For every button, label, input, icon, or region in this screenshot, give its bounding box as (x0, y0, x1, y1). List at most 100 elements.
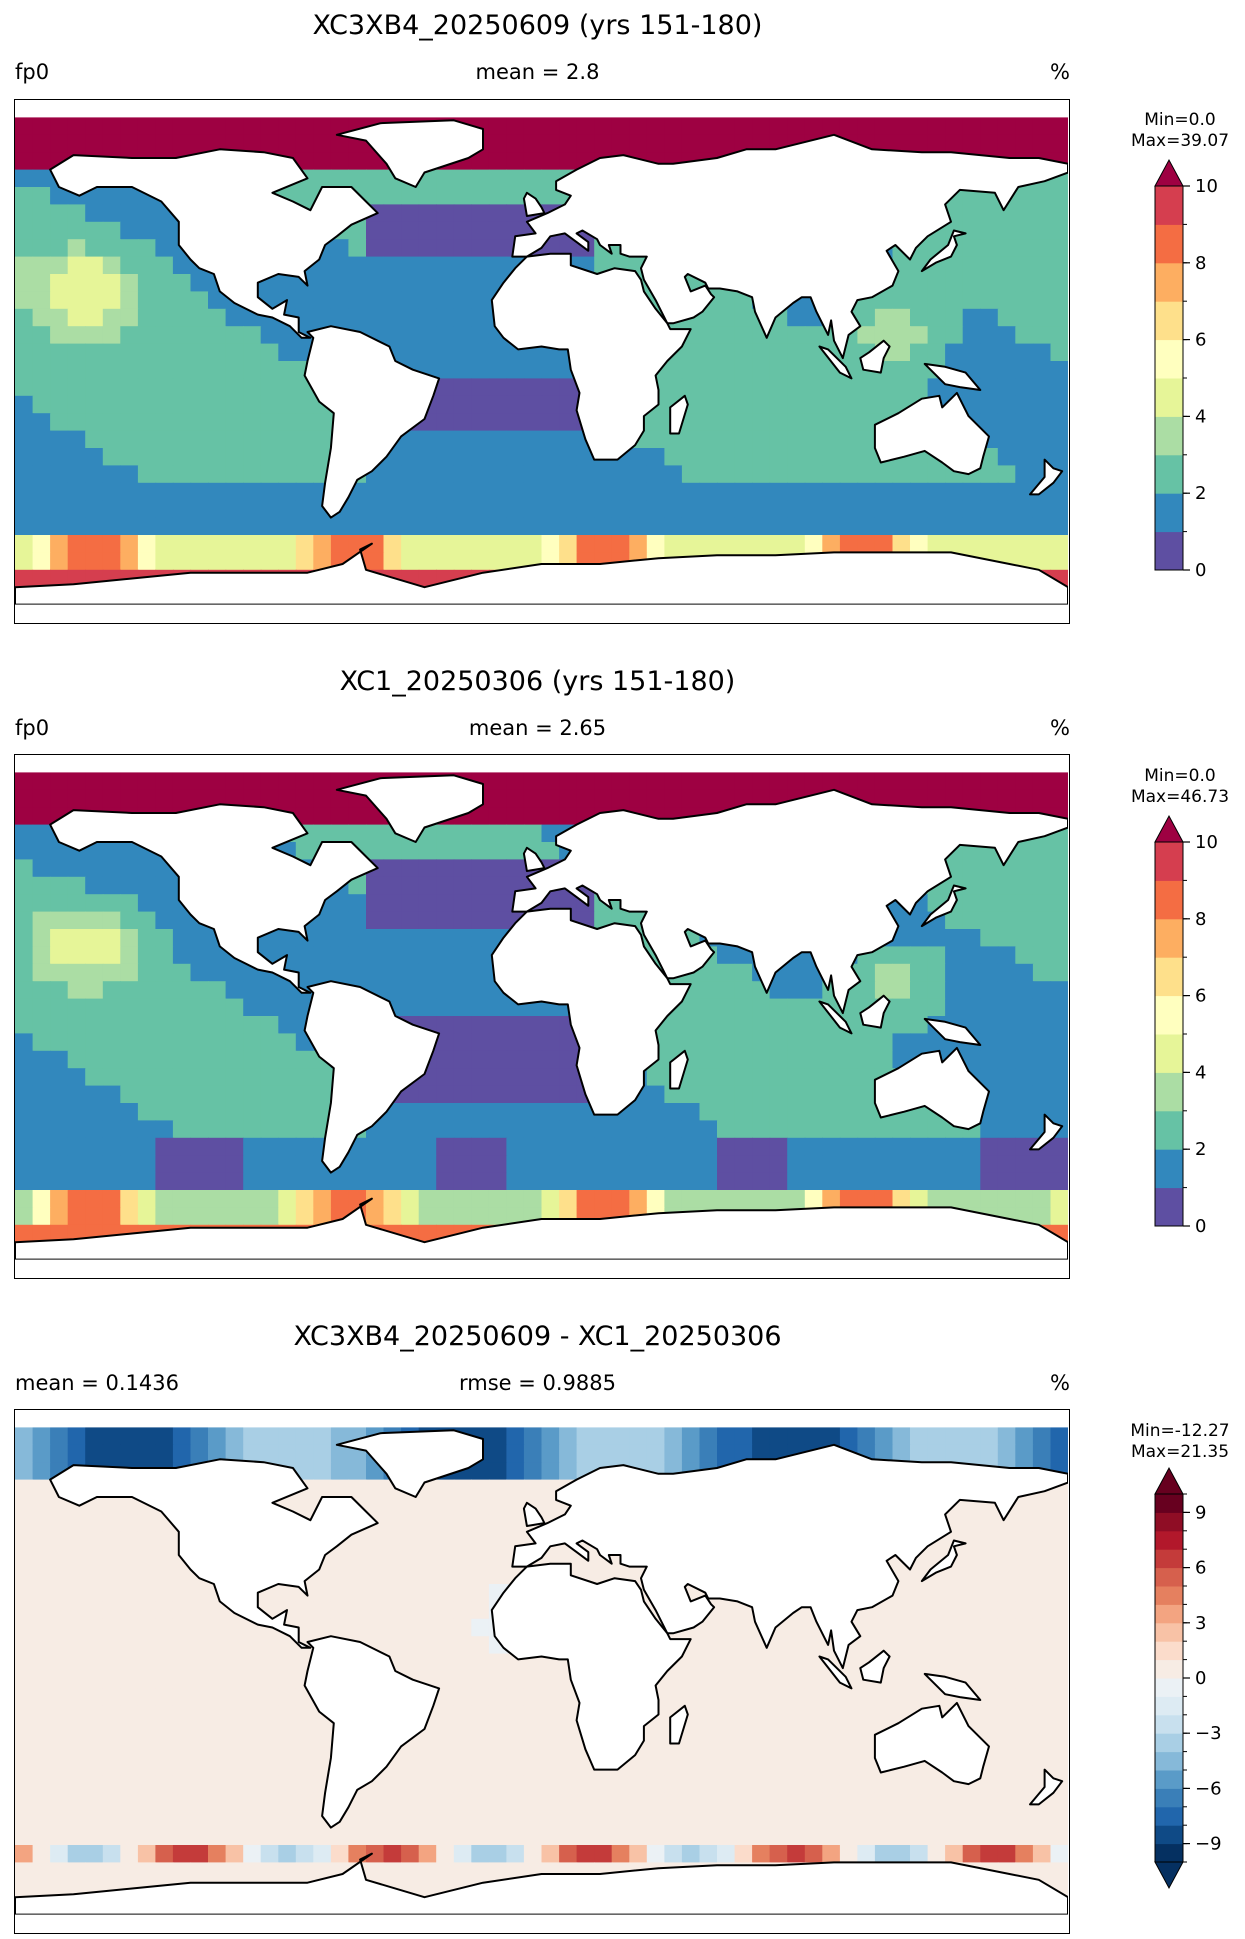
field-cell (471, 981, 490, 1000)
field-cell (734, 1120, 753, 1139)
field-cell (1015, 1155, 1034, 1174)
field-cell (85, 772, 104, 791)
field-cell (1015, 361, 1034, 379)
field-cell (50, 221, 69, 240)
field-cell (506, 552, 525, 571)
field-cell (260, 430, 279, 449)
field-cell (839, 1033, 859, 1052)
field-cell (401, 465, 420, 484)
field-cell (85, 789, 104, 808)
field-cell (453, 1758, 472, 1776)
field-cell (295, 1740, 314, 1759)
field-cell (699, 1618, 718, 1637)
field-cell (471, 291, 490, 310)
field-cell (752, 517, 771, 536)
field-cell (541, 535, 560, 553)
field-cell (506, 1462, 525, 1481)
field-cell (401, 291, 420, 310)
field-cell (769, 1016, 788, 1034)
field-cell (190, 789, 209, 808)
field-cell (67, 500, 86, 519)
field-cell (190, 117, 209, 136)
map-plot (14, 754, 1070, 1279)
field-cell (681, 1653, 701, 1672)
field-cell (804, 1120, 823, 1139)
field-cell (1050, 929, 1068, 947)
field-cell (541, 1427, 560, 1446)
field-cell (857, 535, 876, 553)
field-cell (717, 1618, 736, 1637)
field-cell (488, 169, 508, 188)
field-cell (717, 1671, 736, 1689)
field-cell (962, 239, 981, 258)
field-cell (1032, 1584, 1052, 1602)
field-cell (137, 221, 157, 240)
field-cell (278, 1427, 297, 1446)
field-cell (927, 1584, 946, 1602)
field-cell (137, 326, 157, 345)
field-cell (787, 308, 806, 327)
field-cell (401, 500, 420, 519)
field-cell (383, 256, 402, 275)
field-cell (260, 448, 279, 466)
field-cell (980, 134, 999, 153)
colorbar-tick-label: 8 (1195, 253, 1206, 274)
field-cell (752, 535, 771, 553)
field-cell (102, 221, 121, 240)
field-cell (208, 1085, 227, 1104)
field-cell (453, 465, 472, 484)
field-cell (208, 1155, 227, 1174)
field-cell (190, 552, 209, 571)
field-cell (717, 1444, 736, 1463)
mean-label: mean = 2.65 (468, 716, 607, 740)
field-cell (699, 1155, 718, 1174)
field-cell (208, 552, 227, 571)
field-cell (120, 308, 139, 327)
field-cell (32, 465, 51, 484)
field-cell (67, 1050, 86, 1069)
field-cell (313, 946, 332, 965)
field-cell (85, 395, 104, 414)
field-cell (225, 1155, 244, 1174)
field-cell (945, 1601, 964, 1620)
field-cell (102, 117, 121, 136)
field-cell (787, 413, 806, 432)
field-cell (383, 1531, 402, 1550)
field-cell (50, 1671, 69, 1689)
field-cell (85, 204, 104, 223)
field-cell (418, 1224, 437, 1243)
field-cell (1015, 1016, 1034, 1034)
field-cell (137, 1723, 157, 1742)
field-cell (1032, 343, 1052, 362)
field-cell (717, 1137, 736, 1156)
field-cell (1050, 256, 1068, 275)
field-cell (401, 1497, 420, 1515)
field-cell (137, 911, 157, 930)
field-cell (102, 1103, 121, 1121)
field-cell (488, 1444, 508, 1463)
field-cell (102, 517, 121, 536)
field-cell (137, 274, 157, 292)
field-cell (102, 482, 121, 501)
field-cell (734, 378, 753, 397)
field-cell (541, 413, 560, 432)
field-cell (120, 1688, 139, 1707)
field-cell (839, 1120, 859, 1139)
field-cell (102, 1016, 121, 1034)
field-cell (208, 291, 227, 310)
field-cell (208, 430, 227, 449)
field-cell (804, 517, 823, 536)
field-cell (366, 221, 385, 240)
field-cell (366, 1479, 385, 1498)
field-cell (418, 1497, 437, 1515)
field-cell (50, 1653, 69, 1672)
field-cell (857, 413, 876, 432)
field-cell (102, 1566, 121, 1585)
field-cell (804, 361, 823, 379)
field-cell (910, 1688, 929, 1707)
field-cell (155, 430, 174, 449)
field-cell (67, 1566, 86, 1585)
field-cell (523, 395, 543, 414)
field-cell (67, 929, 86, 947)
field-cell (980, 1444, 999, 1463)
